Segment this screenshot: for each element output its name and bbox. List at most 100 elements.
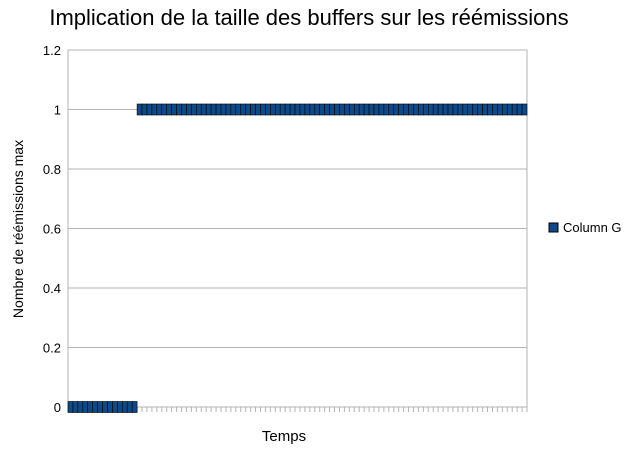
data-point bbox=[191, 103, 197, 116]
data-point bbox=[452, 103, 459, 116]
data-point bbox=[423, 103, 429, 116]
data-point bbox=[181, 103, 187, 116]
data-point bbox=[432, 103, 439, 116]
data-point bbox=[398, 103, 404, 116]
data-point bbox=[334, 103, 340, 116]
data-point bbox=[393, 103, 399, 116]
data-point bbox=[270, 103, 276, 116]
y-tick-label: 0.2 bbox=[43, 341, 61, 356]
data-point bbox=[388, 103, 395, 116]
data-point bbox=[112, 401, 118, 413]
data-point bbox=[171, 103, 177, 116]
data-point bbox=[166, 103, 172, 116]
data-point bbox=[274, 103, 281, 116]
data-point bbox=[329, 103, 335, 116]
data-point bbox=[492, 103, 498, 116]
data-point bbox=[121, 401, 128, 413]
data-point bbox=[511, 103, 518, 116]
data-point bbox=[447, 103, 454, 116]
data-point bbox=[442, 103, 449, 116]
data-point bbox=[235, 103, 242, 116]
data-point bbox=[255, 103, 261, 116]
data-point bbox=[141, 103, 148, 116]
data-point bbox=[294, 103, 301, 116]
y-tick-label: 0.8 bbox=[43, 162, 61, 177]
data-point bbox=[176, 103, 182, 116]
data-point bbox=[477, 103, 483, 116]
data-point bbox=[408, 103, 414, 116]
data-point bbox=[72, 401, 79, 413]
data-point bbox=[250, 103, 256, 116]
data-point bbox=[126, 401, 133, 413]
data-point bbox=[437, 103, 444, 116]
series-column-g bbox=[67, 103, 528, 413]
data-point bbox=[368, 103, 375, 116]
data-point bbox=[284, 103, 291, 116]
data-point bbox=[418, 103, 424, 116]
data-point bbox=[506, 103, 513, 116]
data-point bbox=[516, 103, 523, 116]
data-point bbox=[309, 103, 316, 116]
data-point bbox=[363, 103, 370, 116]
data-point bbox=[482, 103, 488, 116]
data-point bbox=[161, 103, 168, 116]
data-point bbox=[353, 103, 360, 116]
data-point bbox=[230, 103, 237, 116]
x-axis-label: Temps bbox=[262, 428, 306, 445]
data-point bbox=[146, 103, 153, 116]
data-point bbox=[186, 103, 192, 116]
data-point bbox=[497, 103, 503, 116]
data-point bbox=[339, 103, 345, 116]
data-point bbox=[265, 103, 271, 116]
data-point bbox=[467, 103, 474, 116]
data-point bbox=[220, 103, 227, 116]
data-point bbox=[319, 103, 325, 116]
data-point bbox=[156, 103, 163, 116]
y-tick-label: 0.6 bbox=[43, 222, 61, 237]
data-point bbox=[210, 103, 217, 116]
data-point bbox=[413, 103, 419, 116]
data-point bbox=[383, 103, 390, 116]
data-point bbox=[373, 103, 380, 116]
data-point bbox=[289, 103, 296, 116]
y-tick-label: 1.2 bbox=[43, 43, 61, 58]
data-point bbox=[117, 401, 123, 413]
data-point bbox=[260, 103, 266, 116]
data-point bbox=[215, 103, 222, 116]
data-point bbox=[225, 103, 232, 116]
data-point bbox=[196, 103, 202, 116]
data-point bbox=[358, 103, 365, 116]
y-tick-label: 1 bbox=[54, 103, 61, 118]
data-point bbox=[304, 103, 311, 116]
data-point bbox=[457, 103, 464, 116]
data-point bbox=[462, 103, 469, 116]
data-point bbox=[102, 401, 108, 413]
data-point bbox=[502, 103, 508, 116]
data-point bbox=[299, 103, 306, 116]
legend-label-column-g: Column G bbox=[563, 220, 622, 235]
data-point bbox=[97, 401, 103, 413]
data-point bbox=[136, 103, 143, 116]
data-point bbox=[131, 401, 138, 413]
data-point bbox=[314, 103, 321, 116]
y-tick-label: 0 bbox=[54, 400, 61, 415]
data-point bbox=[107, 401, 113, 413]
legend: Column G bbox=[548, 220, 622, 235]
data-point bbox=[67, 401, 74, 413]
data-point bbox=[87, 401, 93, 413]
y-axis-label: Nombre de réémissions max bbox=[10, 140, 26, 318]
data-point bbox=[279, 103, 286, 116]
data-point bbox=[378, 103, 385, 116]
y-tick-label: 0.4 bbox=[43, 281, 61, 296]
data-point bbox=[205, 103, 212, 116]
data-point bbox=[324, 103, 330, 116]
data-point bbox=[92, 401, 98, 413]
data-point bbox=[200, 103, 207, 116]
plot-area-border bbox=[67, 49, 528, 408]
data-point bbox=[151, 103, 158, 116]
data-point bbox=[240, 103, 246, 116]
data-point bbox=[427, 103, 434, 116]
data-point bbox=[82, 401, 89, 413]
